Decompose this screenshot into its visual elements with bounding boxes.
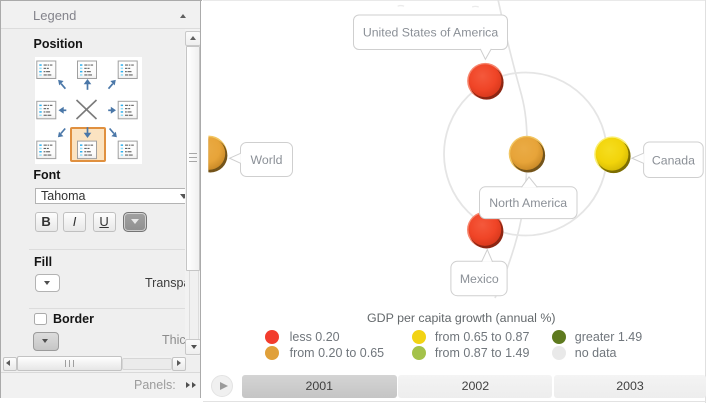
svg-text:World: World xyxy=(251,153,283,167)
svg-text:North America: North America xyxy=(489,196,567,210)
svg-text:Canada: Canada xyxy=(652,153,695,167)
svg-text:Mexico: Mexico xyxy=(460,272,499,286)
svg-text:United States of America: United States of America xyxy=(363,26,498,40)
